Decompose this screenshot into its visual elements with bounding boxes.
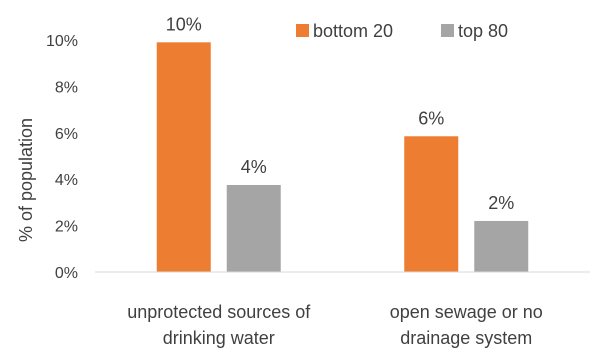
x-category-label: unprotected sources of bbox=[127, 302, 311, 322]
bars bbox=[156, 42, 529, 272]
y-tick-label: 10% bbox=[46, 33, 78, 50]
legend-label: bottom 20 bbox=[313, 21, 393, 41]
x-category-label: open sewage or no bbox=[390, 302, 543, 322]
bar-top-80-0 bbox=[226, 185, 281, 272]
y-axis-ticks: 0% 2% 4% 6% 8% 10% bbox=[46, 33, 78, 282]
y-tick-label: 6% bbox=[55, 126, 78, 143]
y-tick-label: 2% bbox=[55, 219, 78, 236]
x-category-label: drainage system bbox=[400, 328, 532, 348]
legend-swatch bbox=[441, 24, 454, 37]
legend-swatch bbox=[296, 24, 309, 37]
bar-bottom-20-1 bbox=[404, 136, 459, 272]
x-category-label: drinking water bbox=[163, 328, 275, 348]
bar-top-80-1 bbox=[474, 220, 529, 272]
bar-data-label: 6% bbox=[418, 108, 444, 128]
bar-bottom-20-0 bbox=[156, 42, 211, 272]
x-axis-labels: unprotected sources of drinking water open… bbox=[127, 302, 543, 348]
bar-data-label: 2% bbox=[488, 193, 514, 213]
bar-data-label: 4% bbox=[241, 157, 267, 177]
data-labels: 10% 4% 6% 2% bbox=[166, 14, 515, 213]
y-tick-label: 8% bbox=[55, 79, 78, 96]
y-tick-label: 4% bbox=[55, 172, 78, 189]
bar-data-label: 10% bbox=[166, 14, 202, 34]
legend: bottom 20 top 80 bbox=[296, 21, 508, 41]
y-axis-title: % of population bbox=[16, 118, 36, 242]
legend-label: top 80 bbox=[458, 21, 508, 41]
y-tick-label: 0% bbox=[55, 265, 78, 282]
